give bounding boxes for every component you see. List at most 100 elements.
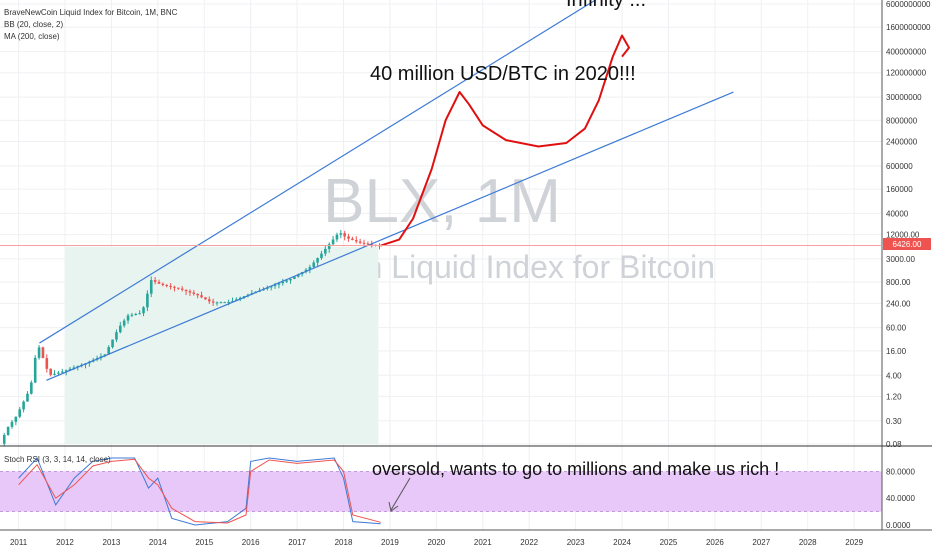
- candle-body: [219, 302, 223, 304]
- x-tick-label: 2024: [613, 538, 631, 547]
- stoch-tick-label: 0.0000: [886, 521, 911, 530]
- x-tick-label: 2016: [242, 538, 260, 547]
- stoch-tick-label: 80.0000: [886, 467, 915, 476]
- annotation-target: 40 million USD/BTC in 2020!!!: [370, 63, 636, 85]
- y-tick-label: 40000: [886, 209, 909, 218]
- candle-body: [281, 281, 285, 284]
- x-tick-label: 2022: [520, 538, 538, 547]
- y-tick-label: 120000000: [886, 69, 927, 78]
- candle-body: [354, 240, 358, 242]
- stoch-d-line: [18, 458, 381, 524]
- annotations: Infinity ... 40 million USD/BTC in 2020!…: [370, 0, 779, 512]
- x-tick-label: 2021: [474, 538, 492, 547]
- candle-body: [211, 301, 215, 303]
- x-tick-label: 2023: [567, 538, 585, 547]
- legend-symbol: BraveNewCoin Liquid Index for Bitcoin, 1…: [4, 8, 178, 17]
- x-tick-label: 2028: [799, 538, 817, 547]
- legend-stoch: Stoch RSI (3, 3, 14, 14, close): [4, 455, 111, 464]
- candle-body: [320, 253, 323, 259]
- y-tick-label: 600000: [886, 162, 913, 171]
- candle-body: [18, 409, 22, 417]
- annotation-stoch: oversold, wants to go to millions and ma…: [372, 459, 779, 479]
- y-tick-label: 3000.00: [886, 255, 915, 264]
- candle-body: [115, 332, 118, 340]
- price-badge: 6426.00: [883, 238, 931, 250]
- candle-body: [153, 280, 157, 282]
- candle-body: [22, 401, 25, 410]
- x-tick-label: 2020: [427, 538, 445, 547]
- candle-body: [293, 276, 296, 279]
- candle-body: [165, 285, 169, 287]
- candle-body: [14, 416, 18, 422]
- candle-body: [227, 301, 230, 303]
- bb-band: [64, 246, 379, 444]
- candle-body: [351, 238, 354, 241]
- candle-body: [180, 288, 184, 290]
- candle-body: [26, 393, 29, 402]
- candle-body: [146, 293, 149, 308]
- channel-lines: [39, 0, 734, 381]
- x-tick-label: 2012: [56, 538, 74, 547]
- candle-body: [358, 241, 362, 243]
- candle-body: [366, 243, 370, 245]
- candle-body: [277, 283, 281, 285]
- x-tick-label: 2018: [335, 538, 353, 547]
- candle-body: [45, 358, 49, 369]
- y-tick-label: 160000: [886, 185, 913, 194]
- candle-body: [312, 262, 316, 268]
- y-tick-label: 400000000: [886, 48, 927, 57]
- candle-body: [126, 315, 130, 321]
- y-tick-label: 1.20: [886, 392, 902, 401]
- y-tick-label: 16.00: [886, 347, 907, 356]
- stoch-tick-label: 40.0000: [886, 494, 915, 503]
- arrow-head: [388, 501, 399, 512]
- candle-body: [335, 234, 339, 240]
- y-tick-label: 2400000: [886, 137, 918, 146]
- x-tick-label: 2027: [752, 538, 770, 547]
- candle-body: [200, 295, 203, 298]
- projection-line: [380, 34, 630, 247]
- candle-body: [324, 248, 327, 254]
- x-tick-label: 2026: [706, 538, 724, 547]
- candle-body: [339, 233, 343, 235]
- projection-curve: [380, 34, 630, 247]
- x-tick-label: 2014: [149, 538, 167, 547]
- channel-lower: [46, 91, 734, 381]
- candle-body: [362, 242, 366, 244]
- candle-body: [57, 372, 60, 374]
- candle-body: [2, 434, 6, 444]
- y-tick-label: 240.00: [886, 299, 911, 308]
- candle-body: [177, 287, 180, 289]
- candle-body: [289, 278, 292, 281]
- legend-ma: MA (200, close): [4, 32, 60, 41]
- candle-body: [64, 370, 68, 372]
- candle-body: [231, 300, 234, 302]
- candle-body: [111, 339, 114, 348]
- y-tick-label: 0.30: [886, 417, 902, 426]
- candle-body: [285, 280, 288, 282]
- y-tick-label: 30000000: [886, 93, 922, 102]
- watermark-symbol: BLX, 1M: [323, 167, 561, 236]
- candle-body: [308, 267, 312, 270]
- candle-body: [207, 299, 211, 302]
- candle-body: [347, 236, 350, 239]
- candle-body: [134, 313, 138, 315]
- candle-body: [53, 373, 56, 375]
- x-tick-label: 2017: [288, 538, 306, 547]
- y-tick-label: 6000000000: [886, 0, 931, 9]
- candle-body: [169, 285, 172, 287]
- candle-body: [41, 347, 45, 359]
- y-tick-label: 1600000000: [886, 23, 931, 32]
- stoch-band: [0, 471, 882, 512]
- candle-body: [130, 314, 134, 316]
- candle-body: [196, 293, 199, 296]
- price-badge-text: 6426.00: [893, 240, 922, 249]
- candle-body: [215, 302, 219, 304]
- candle-body: [49, 368, 52, 375]
- y-tick-label: 12000.00: [886, 231, 920, 240]
- candle-body: [269, 286, 273, 288]
- candle-body: [327, 244, 331, 249]
- candle-body: [223, 302, 227, 304]
